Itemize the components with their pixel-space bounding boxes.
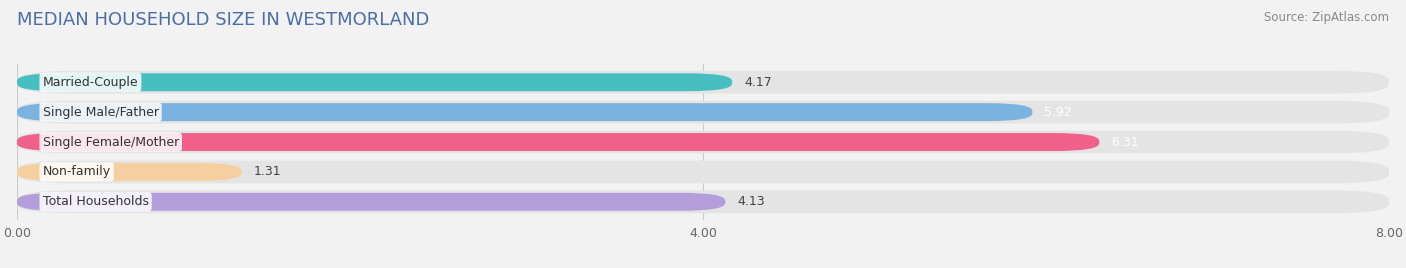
FancyBboxPatch shape	[17, 133, 1099, 151]
Text: 4.13: 4.13	[737, 195, 765, 208]
FancyBboxPatch shape	[17, 161, 1389, 183]
FancyBboxPatch shape	[17, 191, 1389, 213]
FancyBboxPatch shape	[17, 131, 1389, 153]
Text: Single Female/Mother: Single Female/Mother	[42, 136, 179, 148]
Text: Source: ZipAtlas.com: Source: ZipAtlas.com	[1264, 11, 1389, 24]
Text: 1.31: 1.31	[253, 165, 281, 178]
Text: 5.92: 5.92	[1045, 106, 1073, 119]
FancyBboxPatch shape	[17, 163, 242, 181]
FancyBboxPatch shape	[17, 101, 1389, 124]
Text: 4.17: 4.17	[744, 76, 772, 89]
FancyBboxPatch shape	[17, 193, 725, 211]
FancyBboxPatch shape	[17, 71, 1389, 94]
FancyBboxPatch shape	[17, 103, 1032, 121]
Text: Married-Couple: Married-Couple	[42, 76, 138, 89]
Text: Single Male/Father: Single Male/Father	[42, 106, 159, 119]
Text: MEDIAN HOUSEHOLD SIZE IN WESTMORLAND: MEDIAN HOUSEHOLD SIZE IN WESTMORLAND	[17, 11, 429, 29]
FancyBboxPatch shape	[17, 73, 733, 91]
Text: 6.31: 6.31	[1111, 136, 1139, 148]
Text: Non-family: Non-family	[42, 165, 111, 178]
Text: Total Households: Total Households	[42, 195, 149, 208]
